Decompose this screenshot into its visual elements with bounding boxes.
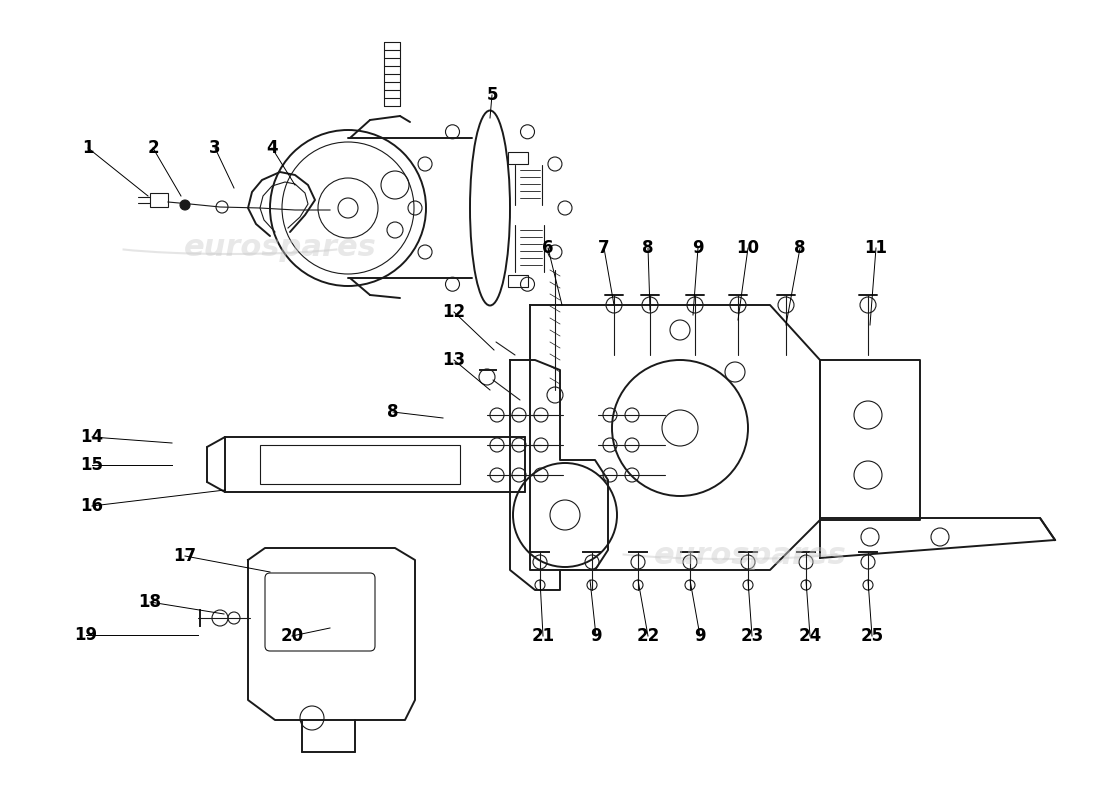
Bar: [260, 445, 460, 484]
Text: 9: 9: [692, 239, 704, 257]
Text: 12: 12: [442, 303, 465, 321]
Text: 15: 15: [80, 456, 103, 474]
Text: 8: 8: [642, 239, 653, 257]
Circle shape: [180, 200, 190, 210]
Text: 16: 16: [80, 497, 103, 515]
Text: 13: 13: [442, 351, 465, 369]
Text: 5: 5: [486, 86, 497, 104]
Text: 1: 1: [82, 139, 94, 157]
Text: 22: 22: [637, 627, 660, 645]
Text: 8: 8: [387, 403, 398, 421]
Text: 17: 17: [174, 547, 197, 565]
Text: 10: 10: [737, 239, 759, 257]
Text: 11: 11: [865, 239, 888, 257]
Text: 20: 20: [280, 627, 304, 645]
Text: 3: 3: [209, 139, 221, 157]
Text: 8: 8: [794, 239, 805, 257]
Text: 23: 23: [740, 627, 763, 645]
Text: 9: 9: [591, 627, 602, 645]
Text: eurospares: eurospares: [184, 234, 376, 262]
Text: 6: 6: [542, 239, 553, 257]
Text: eurospares: eurospares: [653, 541, 846, 570]
Text: 18: 18: [139, 593, 162, 611]
Text: 9: 9: [694, 627, 706, 645]
Text: 2: 2: [147, 139, 158, 157]
Text: 14: 14: [80, 428, 103, 446]
Text: 19: 19: [75, 626, 98, 644]
Bar: [508, 275, 528, 287]
Text: 24: 24: [799, 627, 822, 645]
Text: 7: 7: [598, 239, 609, 257]
Text: 21: 21: [531, 627, 554, 645]
Text: 4: 4: [266, 139, 278, 157]
Bar: [150, 193, 168, 207]
Text: 25: 25: [860, 627, 883, 645]
Bar: [508, 152, 528, 164]
